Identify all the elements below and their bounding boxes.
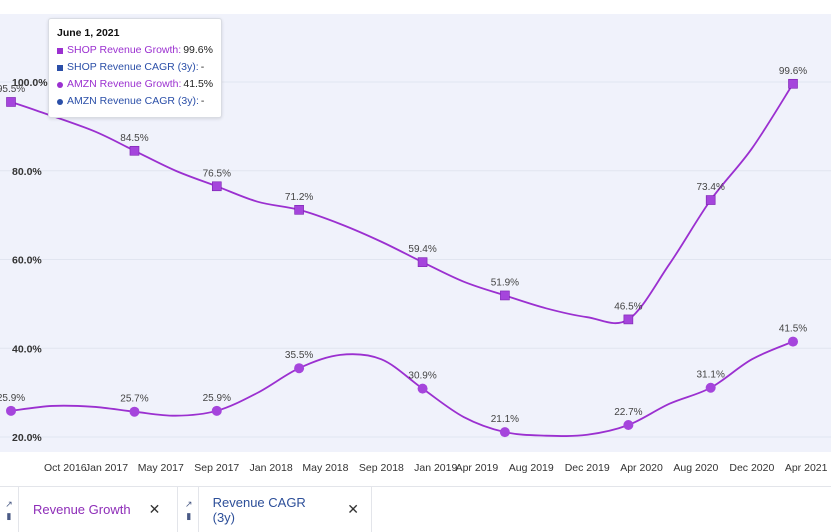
data-point-square — [129, 145, 140, 156]
close-icon[interactable]: ✕ — [148, 501, 161, 517]
data-point-square — [6, 97, 16, 107]
data-label: 71.2% — [285, 192, 313, 203]
tooltip-row-amzn-cagr: AMZN Revenue CAGR (3y): - — [57, 93, 213, 110]
x-tick-label: Aug 2019 — [509, 462, 554, 474]
square-marker-icon — [57, 64, 63, 71]
close-icon[interactable]: ✕ — [347, 501, 359, 517]
line-chart-icon[interactable]: ↗ — [5, 498, 13, 509]
series-line-shop-growth — [10, 83, 794, 324]
tooltip-label: SHOP Revenue Growth: — [67, 44, 182, 56]
data-label: 51.9% — [491, 277, 519, 288]
square-marker-icon — [57, 47, 63, 54]
x-tick-label: Apr 2021 — [785, 462, 828, 474]
x-tick-label: Apr 2019 — [456, 462, 499, 474]
tooltip-row-amzn-growth: AMZN Revenue Growth: 41.5% — [57, 76, 213, 93]
data-label: 73.4% — [697, 182, 725, 193]
chart-tooltip: June 1, 2021 SHOP Revenue Growth: 99.6% … — [48, 18, 223, 118]
metric-tabs-bar: ↗ ▮ Revenue Growth ✕ ↗ ▮ Revenue CAGR (3… — [0, 486, 831, 532]
tooltip-label: AMZN Revenue Growth: — [67, 78, 182, 90]
y-tick-label: 60.0% — [12, 255, 42, 267]
tooltip-value: 41.5% — [183, 78, 214, 90]
data-point-circle — [788, 336, 798, 347]
data-label: 25.9% — [203, 393, 231, 404]
data-point-square — [788, 78, 798, 89]
tooltip-value: 99.6% — [183, 44, 213, 56]
chart-area: 100.0% 80.0% 60.0% 40.0% 20.0% Oct 2016 Jan 20… — [0, 14, 831, 474]
data-label: 76.5% — [203, 168, 231, 179]
data-label: 35.5% — [285, 350, 313, 361]
tab-revenue-growth[interactable]: ↗ ▮ Revenue Growth ✕ — [0, 487, 178, 532]
data-point-circle — [211, 405, 222, 416]
data-point-square — [417, 257, 428, 267]
x-tick-label: Aug 2020 — [673, 462, 718, 474]
data-point-circle — [6, 405, 16, 416]
chart-type-icon[interactable]: ↗ ▮ — [0, 487, 19, 532]
x-tick-label: Sep 2018 — [359, 462, 404, 474]
x-tick-label: Apr 2020 — [620, 462, 663, 474]
tab-revenue-cagr[interactable]: ↗ ▮ Revenue CAGR (3y) ✕ — [180, 487, 372, 532]
x-tick-label: Jan 2017 — [85, 462, 128, 474]
x-tick-label: May 2017 — [138, 462, 184, 474]
data-point-square — [500, 290, 510, 301]
x-tick-label: Jan 2018 — [250, 462, 293, 474]
data-label: 95.5% — [0, 84, 25, 95]
circle-marker-icon — [57, 98, 63, 105]
x-tick-label: Jan 2019 — [414, 462, 457, 474]
data-point-square — [211, 181, 222, 192]
data-label: 31.1% — [697, 370, 725, 381]
data-point-circle — [294, 363, 305, 374]
x-tick-label: Dec 2019 — [565, 462, 610, 474]
data-label: 41.5% — [779, 324, 807, 335]
data-label: 25.7% — [120, 394, 148, 405]
tooltip-value: - — [200, 95, 205, 107]
data-point-circle — [705, 382, 716, 393]
data-label: 46.5% — [614, 301, 642, 312]
data-label: 84.5% — [120, 133, 148, 144]
tooltip-label: AMZN Revenue CAGR (3y): — [67, 95, 199, 107]
bar-chart-icon[interactable]: ▮ — [186, 510, 192, 521]
x-tick-label: May 2018 — [302, 462, 348, 474]
y-tick-label: 100.0% — [12, 77, 48, 89]
circle-marker-icon — [57, 81, 63, 88]
data-label: 22.7% — [614, 407, 642, 418]
line-chart-icon[interactable]: ↗ — [185, 498, 193, 509]
data-label: 21.1% — [491, 414, 519, 425]
tooltip-row-shop-growth: SHOP Revenue Growth: 99.6% — [57, 42, 213, 59]
data-point-circle — [499, 427, 510, 438]
tab-label[interactable]: Revenue Growth — [33, 502, 131, 517]
data-label: 99.6% — [779, 66, 807, 77]
tooltip-title: June 1, 2021 — [57, 27, 120, 39]
data-point-square — [705, 195, 716, 205]
tooltip-row-shop-cagr: SHOP Revenue CAGR (3y): - — [57, 59, 213, 76]
tooltip-value: - — [200, 61, 205, 73]
data-point-circle — [417, 383, 428, 394]
data-label: 25.9% — [0, 393, 25, 404]
tooltip-label: SHOP Revenue CAGR (3y): — [67, 61, 199, 73]
data-point-square — [294, 205, 304, 215]
x-tick-label: Dec 2020 — [729, 462, 774, 474]
data-label: 30.9% — [408, 371, 436, 382]
data-point-circle — [623, 420, 634, 431]
chart-type-icon[interactable]: ↗ ▮ — [180, 487, 199, 532]
data-point-circle — [129, 406, 140, 417]
data-point-square — [623, 314, 634, 325]
x-tick-label: Sep 2017 — [194, 462, 239, 474]
x-tick-label: Oct 2016 — [44, 462, 87, 474]
y-tick-label: 20.0% — [12, 432, 42, 444]
data-label: 59.4% — [408, 244, 436, 255]
y-tick-label: 80.0% — [12, 166, 42, 178]
bar-chart-icon[interactable]: ▮ — [6, 510, 12, 521]
y-tick-label: 40.0% — [12, 343, 42, 355]
tab-label[interactable]: Revenue CAGR (3y) — [212, 494, 306, 525]
